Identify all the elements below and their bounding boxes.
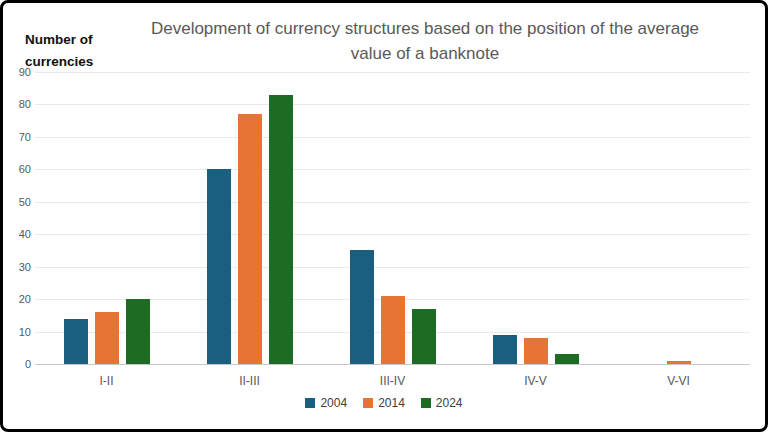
chart-title-line-1: Development of currency structures based… [93,16,757,41]
legend-swatch-2024 [421,398,431,408]
legend-label-2014: 2014 [378,396,405,410]
legend-swatch-2004 [305,398,315,408]
bar-2024-III-IV [412,309,436,364]
bar-2024-I-II [126,299,150,364]
x-label-III-IV: III-IV [321,374,464,388]
y-tick-label-40: 40 [19,228,31,240]
legend-item-2024: 2024 [421,396,463,410]
bar-group-II-III [178,72,321,364]
x-label-V-VI: V-VI [607,374,750,388]
bar-group-I-II [35,72,178,364]
y-axis-title: Number of currencies [25,29,115,73]
bar-2024-II-III [269,95,293,364]
y-tick-label-60: 60 [19,163,31,175]
bar-2004-IV-V [493,335,517,364]
y-tick-label-90: 90 [19,66,31,78]
bar-2014-I-II [95,312,119,364]
bar-2004-III-IV [350,250,374,364]
bar-2014-III-IV [381,296,405,364]
x-label-IV-V: IV-V [464,374,607,388]
gridline-0 [35,364,750,365]
chart-title: Development of currency structures based… [93,16,757,66]
bar-2024-IV-V [555,354,579,364]
y-tick-label-10: 10 [19,326,31,338]
y-axis-title-line-2: currencies [25,51,115,73]
bar-2014-II-III [238,114,262,364]
x-label-II-III: II-III [178,374,321,388]
legend-label-2004: 2004 [320,396,347,410]
x-axis-category-labels: I-IIII-IIIIII-IVIV-VV-VI [35,374,750,390]
y-tick-label-70: 70 [19,131,31,143]
y-tick-label-30: 30 [19,261,31,273]
chart-legend: 2004 2014 2024 [3,396,765,410]
y-tick-label-20: 20 [19,293,31,305]
bar-group-V-VI [607,72,750,364]
y-axis-tick-labels: 0102030405060708090 [3,72,31,364]
bar-2004-II-III [207,169,231,364]
y-tick-label-50: 50 [19,196,31,208]
legend-swatch-2014 [363,398,373,408]
legend-label-2024: 2024 [436,396,463,410]
y-tick-label-80: 80 [19,98,31,110]
legend-item-2014: 2014 [363,396,405,410]
plot-area [35,72,750,364]
bar-2014-V-VI [667,361,691,364]
bar-2014-IV-V [524,338,548,364]
bar-2004-I-II [64,319,88,364]
chart-title-line-2: value of a banknote [93,41,757,66]
bar-group-III-IV [321,72,464,364]
bar-group-IV-V [464,72,607,364]
x-label-I-II: I-II [35,374,178,388]
y-tick-label-0: 0 [25,358,31,370]
chart-frame: Development of currency structures based… [0,0,768,432]
y-axis-title-line-1: Number of [25,29,115,51]
legend-item-2004: 2004 [305,396,347,410]
